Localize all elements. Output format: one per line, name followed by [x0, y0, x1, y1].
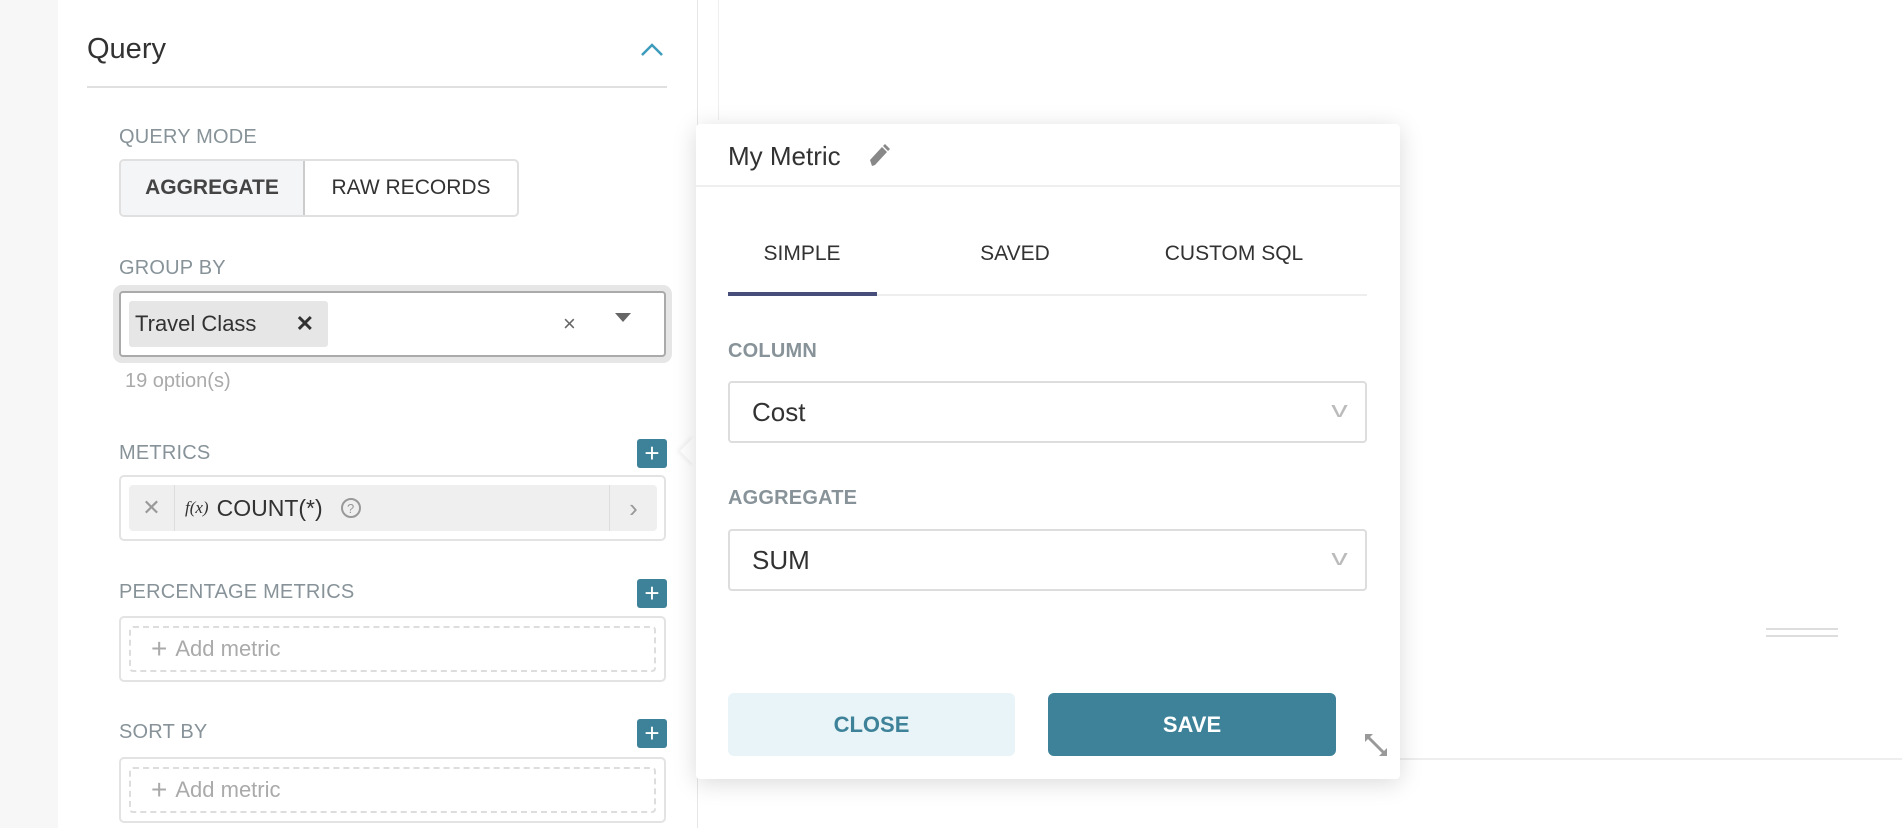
add-metric-dropzone[interactable]: + Add metric [129, 767, 656, 813]
divider [696, 185, 1400, 187]
chevron-down-icon: v [1331, 545, 1348, 570]
pencil-icon[interactable] [868, 144, 890, 168]
add-metric-placeholder: Add metric [175, 636, 281, 661]
query-mode-toggle: AGGREGATE RAW RECORDS [119, 159, 519, 217]
sort-by-label: SORT BY [119, 721, 208, 743]
tab-bar-line [728, 294, 1367, 296]
function-icon: f(x) [185, 498, 209, 517]
help-icon[interactable]: ? [340, 498, 361, 518]
column-label: COLUMN [728, 340, 817, 362]
dropdown-caret-icon[interactable] [615, 313, 631, 322]
add-metric-placeholder: Add metric [175, 777, 281, 802]
add-metric-button[interactable]: + [637, 439, 667, 468]
add-metric-dropzone[interactable]: + Add metric [129, 626, 656, 672]
aggregate-label: AGGREGATE [728, 487, 858, 509]
group-by-chip: Travel Class ✕ [129, 301, 328, 347]
clear-icon[interactable]: × [563, 311, 576, 336]
aggregate-value: SUM [752, 544, 810, 575]
chip-remove-icon[interactable]: ✕ [295, 311, 314, 336]
left-gutter [0, 0, 58, 828]
aggregate-select[interactable]: SUM v [728, 529, 1367, 591]
tab-simple[interactable]: SIMPLE [763, 242, 841, 265]
group-by-select[interactable]: Travel Class ✕ × [119, 291, 666, 357]
aggregate-option[interactable]: AGGREGATE [121, 161, 305, 215]
query-mode-label: QUERY MODE [119, 126, 257, 148]
options-count: 19 option(s) [125, 370, 231, 392]
chevron-right-icon[interactable]: › [609, 485, 657, 531]
metric-title[interactable]: My Metric [728, 141, 841, 171]
section-title: Query [87, 33, 166, 65]
sort-by-box: + Add metric [119, 757, 666, 823]
metrics-box: ✕ f(x) COUNT(*) ? › [119, 475, 666, 541]
raw-records-option[interactable]: RAW RECORDS [331, 176, 491, 199]
chevron-down-icon: v [1331, 397, 1348, 422]
add-percentage-metric-button[interactable]: + [637, 579, 667, 608]
save-button[interactable]: SAVE [1048, 693, 1336, 756]
close-button[interactable]: CLOSE [728, 693, 1015, 756]
plus-icon: + [151, 774, 168, 805]
percentage-metrics-box: + Add metric [119, 616, 666, 682]
column-value: Cost [752, 396, 806, 427]
column-select[interactable]: Cost v [728, 381, 1367, 443]
resize-icon[interactable] [1363, 732, 1389, 758]
group-by-label: GROUP BY [119, 257, 226, 279]
chip-label: Travel Class [135, 311, 257, 336]
metric-popover: My Metric SIMPLE SAVED CUSTOM SQL COLUMN… [696, 124, 1400, 779]
metrics-label: METRICS [119, 442, 211, 464]
divider [718, 0, 719, 120]
tab-saved[interactable]: SAVED [980, 242, 1050, 265]
divider [87, 86, 667, 88]
chevron-up-icon[interactable] [639, 42, 665, 58]
drag-handle-icon[interactable] [1766, 628, 1838, 637]
divider [1400, 758, 1902, 760]
plus-icon: + [151, 633, 168, 664]
tab-custom-sql[interactable]: CUSTOM SQL [1164, 242, 1304, 265]
active-tab-indicator [728, 292, 877, 296]
percentage-metrics-label: PERCENTAGE METRICS [119, 581, 355, 603]
metric-label: COUNT(*) [216, 494, 323, 521]
metric-chip[interactable]: ✕ f(x) COUNT(*) ? › [129, 485, 657, 531]
add-sort-button[interactable]: + [637, 719, 667, 748]
query-panel [58, 0, 698, 828]
remove-metric-icon[interactable]: ✕ [129, 485, 175, 531]
